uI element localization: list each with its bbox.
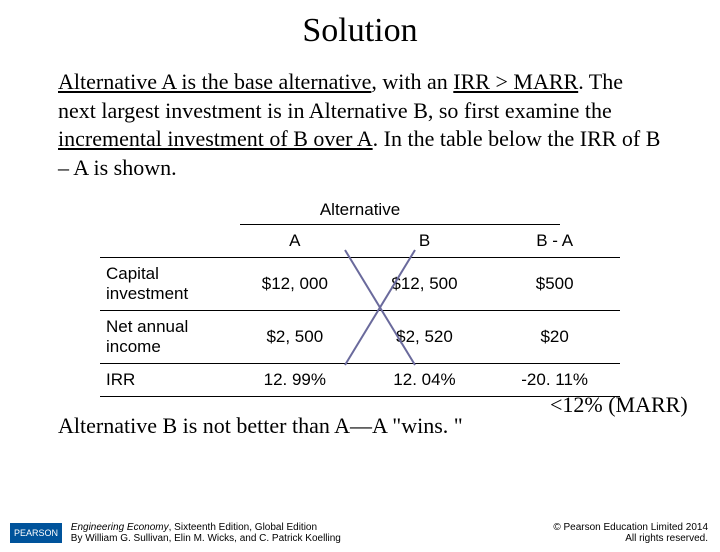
cell-ba: $500 [489,258,620,311]
col-a: A [230,225,360,258]
seg-2: , with an [371,69,453,94]
seg-underline-3: IRR > MARR [453,69,578,94]
seg-underline-1: Alternative A is the base alternative [58,69,371,94]
alternative-table: A B B - A Capital investment $12, 000 $1… [100,225,620,397]
cell-b: $2, 520 [360,311,490,364]
book-title: Engineering Economy [71,522,169,533]
rights-text: All rights reserved. [625,533,708,544]
col-blank [100,225,230,258]
cell-a: $2, 500 [230,311,360,364]
table-super-header: Alternative [100,200,620,224]
cell-b: 12. 04% [360,364,490,397]
book-edition: , Sixteenth Edition, Global Edition [169,522,317,533]
row-label: Capital investment [100,258,230,311]
col-ba: B - A [489,225,620,258]
intro-paragraph: Alternative A is the base alternative, w… [58,68,662,182]
col-b: B [360,225,490,258]
cell-b: $12, 500 [360,258,490,311]
table-row: IRR 12. 99% 12. 04% -20. 11% [100,364,620,397]
copyright-text: © Pearson Education Limited 2014 [553,522,708,533]
pearson-logo: PEARSON [10,523,62,543]
footer: PEARSON Engineering Economy, Sixteenth E… [0,522,720,544]
seg-underline-5: incremental investment of B over A [58,126,373,151]
book-authors: By William G. Sullivan, Elin M. Wicks, a… [71,533,341,544]
alternative-table-wrap: Alternative A B B - A Capital investment… [100,200,620,397]
row-label: IRR [100,364,230,397]
table-row: Capital investment $12, 000 $12, 500 $50… [100,258,620,311]
table-row: Net annual income $2, 500 $2, 520 $20 [100,311,620,364]
footer-left: Engineering Economy, Sixteenth Edition, … [71,522,341,544]
row-label: Net annual income [100,311,230,364]
table-header-row: A B B - A [100,225,620,258]
cell-a: $12, 000 [230,258,360,311]
footer-right: © Pearson Education Limited 2014 All rig… [553,522,708,544]
marr-annotation: <12% (MARR) [550,392,688,418]
cell-a: 12. 99% [230,364,360,397]
cell-ba: $20 [489,311,620,364]
page-title: Solution [0,12,720,50]
